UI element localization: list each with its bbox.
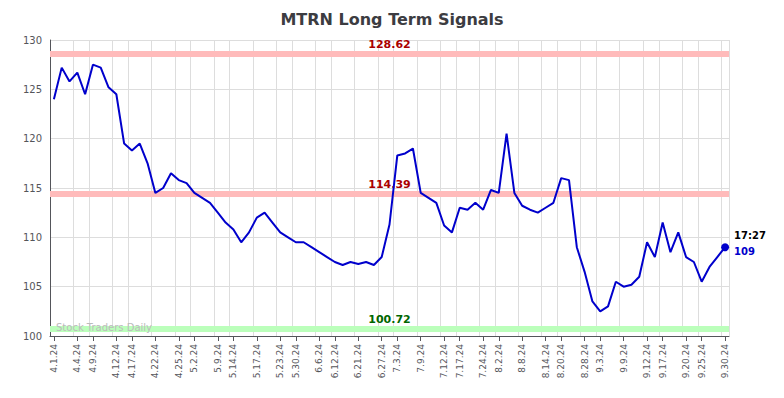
svg-text:8.20.24: 8.20.24 [556,344,566,379]
svg-text:100: 100 [23,331,42,342]
svg-text:5.14.24: 5.14.24 [228,344,238,379]
svg-text:7.3.24: 7.3.24 [392,344,402,373]
svg-text:114.39: 114.39 [368,178,410,191]
svg-text:MTRN Long Term Signals: MTRN Long Term Signals [280,10,503,29]
svg-text:8.28.24: 8.28.24 [580,344,590,379]
svg-text:130: 130 [23,35,42,46]
svg-text:120: 120 [23,133,42,144]
svg-text:4.17.24: 4.17.24 [127,344,137,379]
svg-text:7.12.24: 7.12.24 [439,344,449,379]
svg-text:4.25.24: 4.25.24 [174,344,184,379]
svg-text:Stock Traders Daily: Stock Traders Daily [56,322,152,333]
svg-text:8.2.24: 8.2.24 [494,344,504,373]
svg-text:9.20.24: 9.20.24 [681,344,691,379]
svg-text:6.21.24: 6.21.24 [353,344,363,379]
svg-text:8.14.24: 8.14.24 [541,344,551,379]
svg-text:4.1.24: 4.1.24 [49,344,59,373]
svg-text:9.12.24: 9.12.24 [642,344,652,379]
svg-text:5.2.24: 5.2.24 [189,344,199,373]
svg-text:6.12.24: 6.12.24 [330,344,340,379]
svg-text:4.9.24: 4.9.24 [88,344,98,373]
svg-text:9.9.24: 9.9.24 [619,344,629,373]
svg-text:7.24.24: 7.24.24 [478,344,488,379]
svg-text:4.12.24: 4.12.24 [111,344,121,379]
svg-text:110: 110 [23,232,42,243]
svg-text:9.25.24: 9.25.24 [697,344,707,379]
svg-text:5.30.24: 5.30.24 [291,344,301,379]
svg-text:9.3.24: 9.3.24 [595,344,605,373]
svg-text:100.72: 100.72 [368,313,410,326]
svg-text:105: 105 [23,281,42,292]
svg-text:5.17.24: 5.17.24 [252,344,262,379]
svg-text:4.4.24: 4.4.24 [72,344,82,373]
svg-text:109: 109 [734,246,755,257]
svg-text:128.62: 128.62 [368,38,410,51]
svg-text:4.22.24: 4.22.24 [150,344,160,379]
svg-text:7.9.24: 7.9.24 [416,344,426,373]
svg-text:17:27: 17:27 [734,230,766,241]
svg-text:9.30.24: 9.30.24 [720,344,730,379]
svg-text:7.17.24: 7.17.24 [455,344,465,379]
svg-text:125: 125 [23,84,42,95]
svg-text:115: 115 [23,183,42,194]
svg-text:9.17.24: 9.17.24 [658,344,668,379]
svg-text:5.9.24: 5.9.24 [213,344,223,373]
svg-text:6.6.24: 6.6.24 [314,344,324,373]
svg-text:8.8.24: 8.8.24 [517,344,527,373]
svg-text:6.27.24: 6.27.24 [377,344,387,379]
svg-text:5.23.24: 5.23.24 [275,344,285,379]
